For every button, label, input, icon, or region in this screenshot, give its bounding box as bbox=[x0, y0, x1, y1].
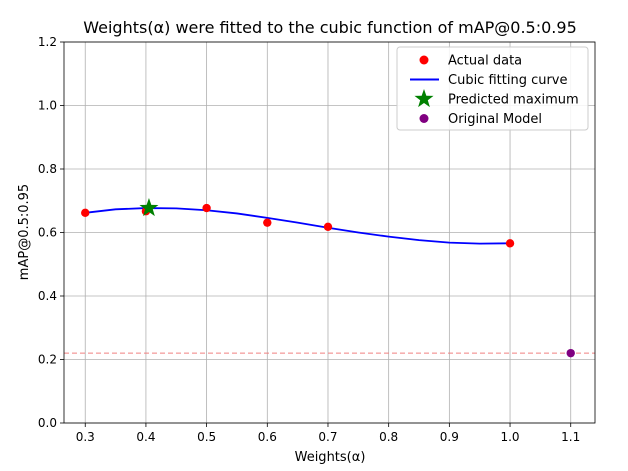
y-tick-label: 0.4 bbox=[38, 289, 57, 303]
x-axis-ticks: 0.3 0.4 0.5 0.6 0.7 0.8 0.9 1.0 1.1 bbox=[76, 423, 580, 444]
original-model-point bbox=[566, 348, 575, 358]
y-axis-label: mAP@0.5:0.95 bbox=[17, 184, 32, 280]
x-tick-label: 0.8 bbox=[379, 430, 398, 444]
series-layer bbox=[81, 198, 575, 358]
legend-marker-original-model bbox=[419, 114, 429, 123]
x-tick-label: 1.0 bbox=[500, 430, 519, 444]
legend: Actual data Cubic fitting curve Predicte… bbox=[396, 46, 589, 131]
x-tick-label: 0.7 bbox=[318, 430, 337, 444]
legend-marker-predicted-maximum bbox=[414, 89, 434, 108]
actual-data-point bbox=[323, 222, 333, 231]
x-axis-label: Weights(α) bbox=[295, 450, 366, 465]
y-axis-ticks: 0.0 0.2 0.4 0.6 0.8 1.0 1.2 bbox=[38, 35, 64, 430]
y-tick-label: 1.0 bbox=[38, 99, 57, 113]
legend-label-cubic-fitting-curve: Cubic fitting curve bbox=[448, 73, 568, 88]
actual-data-point bbox=[263, 218, 272, 227]
y-tick-label: 1.2 bbox=[38, 35, 57, 49]
actual-data-point bbox=[81, 208, 90, 218]
y-tick-label: 0.0 bbox=[38, 416, 57, 430]
y-tick-label: 0.6 bbox=[38, 226, 57, 240]
chart-title: Weights(α) were fitted to the cubic func… bbox=[83, 18, 577, 37]
legend-label-original-model: Original Model bbox=[448, 112, 542, 127]
actual-data-point bbox=[202, 203, 211, 213]
x-tick-label: 0.9 bbox=[440, 430, 459, 444]
x-tick-label: 1.1 bbox=[561, 430, 580, 444]
y-tick-label: 0.8 bbox=[38, 162, 57, 176]
y-tick-label: 0.2 bbox=[38, 353, 57, 367]
x-tick-label: 0.4 bbox=[136, 430, 155, 444]
legend-label-predicted-maximum: Predicted maximum bbox=[448, 93, 579, 108]
actual-data-point bbox=[505, 239, 515, 248]
predicted-maximum-star bbox=[139, 198, 159, 217]
legend-box bbox=[396, 46, 589, 131]
cubic-fitting-curve-line bbox=[85, 207, 511, 245]
x-tick-label: 0.3 bbox=[76, 430, 95, 444]
legend-marker-actual-data bbox=[419, 55, 429, 65]
x-tick-label: 0.6 bbox=[258, 430, 277, 444]
legend-label-actual-data: Actual data bbox=[448, 54, 522, 69]
x-tick-label: 0.5 bbox=[197, 430, 216, 444]
